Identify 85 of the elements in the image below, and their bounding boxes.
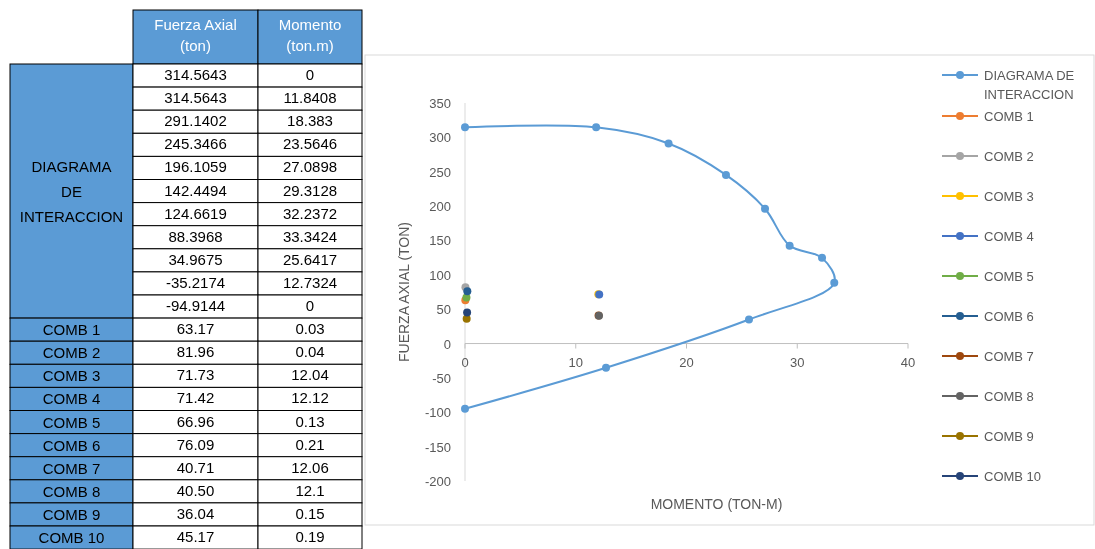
y-tick-label: COMB 6 [42,436,101,454]
x-tick-label: 0 [461,354,469,370]
y-tick-label: COMB 1 [42,321,101,339]
data-label: 23.5646 [282,135,338,153]
legend-label: COMB 3 [984,189,1034,204]
y-tick-label: COMB 2 [42,344,101,362]
y-tick-label: COMB 5 [42,413,101,431]
y-tick-label: 150 [429,233,451,249]
data-label: 0.15 [295,504,325,522]
data-label: 36.04 [176,504,215,522]
y-tick-label: -50 [432,370,451,386]
data-label: 71.73 [176,366,215,384]
y-tick-label: -150 [424,439,451,455]
y-tick-label: COMB 10 [38,529,105,547]
data-label: 12.12 [291,389,329,407]
data-label: 245.3466 [164,135,227,153]
data-label: 12.04 [291,366,329,384]
data-label: 314.5643 [164,66,227,83]
y-tick-label: COMB 3 [42,367,101,385]
data-label: 88.3968 [168,227,223,245]
data-label: 33.3424 [282,227,338,245]
data-label: 0.04 [295,343,325,361]
data-label: 71.42 [176,389,215,407]
data-label: 76.09 [176,435,215,453]
y-tick-label: 250 [429,164,451,180]
data-label: 40.50 [176,481,215,499]
x-axis-title: MOMENTO (TON-M) [650,496,783,512]
data-label: 18.383 [287,112,333,130]
legend-label: COMB 8 [984,389,1034,404]
data-label: 0.19 [295,528,325,545]
y-tick-label: -100 [424,405,451,421]
data-label: 291.1402 [164,112,227,130]
data-label: 12.1 [295,481,325,499]
data-label: 0.03 [295,320,325,338]
data-label: 32.2372 [282,204,338,222]
data-label: -35.2174 [165,273,226,291]
data-label: 196.1059 [164,158,227,176]
data-label: 0 [305,297,315,314]
data-label: 27.0898 [282,158,338,176]
x-tick-label: 30 [790,354,805,370]
y-tick-label: COMB 7 [42,459,101,477]
y-tick-label: 100 [429,267,451,283]
data-label: 12.7324 [282,273,338,291]
data-label: 40.71 [176,458,215,476]
y-tick-label: DIAGRAMA DE INTERACCION [19,157,124,225]
x-tick-label: 40 [900,354,916,370]
legend-label: COMB 7 [984,349,1034,364]
legend-label: COMB 4 [984,229,1034,244]
y-tick-label: 50 [436,302,451,318]
y-tick-label: 350 [429,96,451,111]
data-label: 0.21 [295,435,325,453]
legend-label: COMB 2 [984,149,1034,164]
data-label: 124.6619 [164,204,227,222]
data-label: 29.3128 [282,181,338,199]
data-label: 12.06 [291,458,329,476]
y-tick-label: COMB 9 [42,505,101,523]
data-label: 25.6417 [282,250,338,268]
data-label: -94.9144 [165,297,226,314]
data-label: 11.8408 [283,89,337,107]
legend-label: COMB 6 [984,309,1034,324]
y-tick-label: 300 [429,130,451,146]
data-label: 66.96 [176,412,215,430]
legend-label: COMB 5 [984,269,1034,284]
data-label: 0.13 [295,412,325,430]
data-label: 81.96 [176,343,215,361]
data-label: 0 [305,66,315,83]
y-tick-label: COMB 4 [42,390,101,408]
x-tick-label: Fuerza Axial (ton) [154,16,237,54]
data-label: 314.5643 [164,89,227,107]
x-tick-label: 10 [568,354,583,370]
y-tick-label: 200 [429,199,451,215]
data-label: 45.17 [176,528,215,545]
x-tick-label: 20 [679,354,694,370]
y-tick-label: 0 [443,336,451,352]
data-label: 34.9675 [168,250,223,268]
y-axis-title: FUERZA AXIAL (TON) [396,221,412,363]
legend-label: DIAGRAMA DE INTERACCION [984,68,1075,102]
legend-label: COMB 9 [984,429,1034,444]
x-tick-label: Momento (ton.m) [278,16,342,54]
legend-label: COMB 1 [984,109,1034,124]
data-label: 63.17 [176,320,215,338]
y-tick-label: -200 [424,474,451,489]
y-tick-label: COMB 8 [42,482,101,500]
data-label: 142.4494 [164,181,227,199]
legend-label: COMB 10 [984,469,1042,484]
